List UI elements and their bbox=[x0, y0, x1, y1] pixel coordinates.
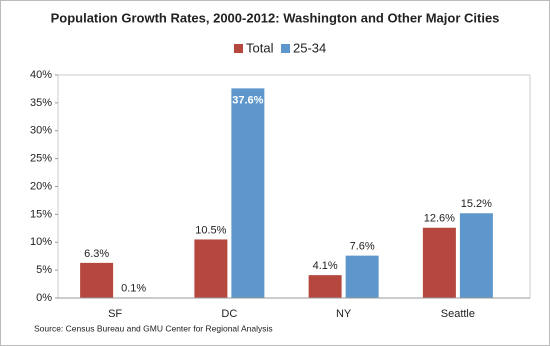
bar bbox=[231, 88, 265, 298]
x-tick-label: SF bbox=[108, 308, 122, 320]
x-tick-label: NY bbox=[336, 308, 352, 320]
bar bbox=[422, 227, 456, 298]
y-tick-label: 35% bbox=[30, 97, 52, 109]
value-label: 4.1% bbox=[313, 260, 338, 272]
value-label: 10.5% bbox=[195, 224, 226, 236]
y-tick-label: 25% bbox=[30, 153, 52, 165]
y-tick-label: 0% bbox=[36, 292, 52, 304]
legend-swatch bbox=[234, 44, 243, 53]
value-label: 7.6% bbox=[350, 241, 375, 253]
bar bbox=[80, 262, 114, 298]
x-tick-label: DC bbox=[221, 308, 237, 320]
source-note: Source: Census Bureau and GMU Center for… bbox=[34, 323, 273, 333]
value-label: 37.6% bbox=[232, 94, 263, 106]
x-tick-label: Seattle bbox=[441, 308, 475, 320]
value-label: 15.2% bbox=[461, 198, 492, 210]
bar bbox=[194, 239, 228, 298]
value-label: 12.6% bbox=[424, 213, 455, 225]
bar bbox=[308, 275, 342, 298]
bar bbox=[459, 213, 493, 298]
value-label: 0.1% bbox=[121, 282, 146, 294]
bar bbox=[345, 255, 379, 298]
y-tick-label: 20% bbox=[30, 180, 52, 192]
legend-label: 25-34 bbox=[293, 40, 326, 55]
legend-label: Total bbox=[246, 40, 274, 55]
y-tick-label: 5% bbox=[36, 264, 52, 276]
y-tick-label: 30% bbox=[30, 125, 52, 137]
legend-swatch bbox=[281, 44, 290, 53]
value-label: 6.3% bbox=[84, 248, 109, 260]
y-tick-label: 10% bbox=[30, 236, 52, 248]
y-tick-label: 40% bbox=[30, 69, 52, 81]
chart-title: Population Growth Rates, 2000-2012: Wash… bbox=[51, 10, 500, 25]
y-tick-label: 15% bbox=[30, 208, 52, 220]
